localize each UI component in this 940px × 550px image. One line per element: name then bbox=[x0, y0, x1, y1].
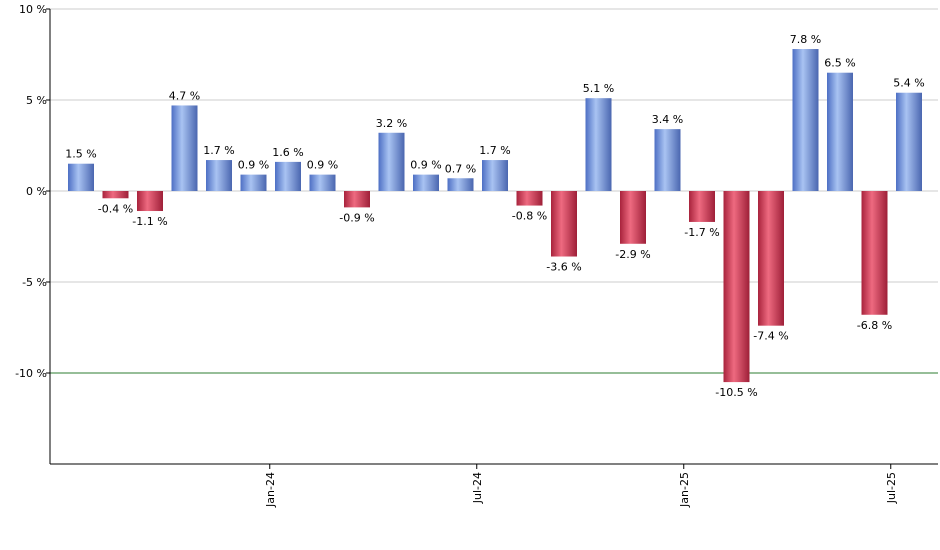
y-tick-label: -10 % bbox=[15, 367, 47, 380]
bar-positive bbox=[413, 174, 439, 191]
y-tick-label: -5 % bbox=[22, 276, 47, 289]
bar-negative bbox=[551, 191, 577, 257]
bar-positive bbox=[240, 174, 267, 191]
bar-positive bbox=[68, 163, 94, 191]
data-labels: 1.5 %-0.4 %-1.1 %4.7 %1.7 %0.9 %1.6 %0.9… bbox=[65, 33, 924, 399]
bars bbox=[68, 49, 922, 383]
bar-value-label: -3.6 % bbox=[546, 261, 581, 274]
bar-positive bbox=[309, 174, 336, 191]
bar-value-label: 1.7 % bbox=[479, 144, 510, 157]
bar-value-label: 0.7 % bbox=[445, 162, 476, 175]
bar-value-label: -7.4 % bbox=[753, 330, 788, 343]
bar-positive bbox=[585, 98, 612, 191]
bar-value-label: 7.8 % bbox=[790, 33, 821, 46]
bar-negative bbox=[723, 191, 750, 383]
bar-value-label: 4.7 % bbox=[169, 89, 200, 102]
bar-value-label: 1.5 % bbox=[65, 148, 96, 161]
bar-negative bbox=[344, 191, 370, 208]
bar-positive bbox=[654, 129, 681, 191]
bar-value-label: -0.9 % bbox=[339, 211, 374, 224]
y-tick-label: 5 % bbox=[26, 94, 47, 107]
bar-value-label: 0.9 % bbox=[410, 159, 441, 172]
y-tick-label: 10 % bbox=[19, 3, 47, 16]
bar-value-label: 0.9 % bbox=[307, 159, 338, 172]
bar-negative bbox=[758, 191, 784, 326]
bar-positive bbox=[792, 49, 819, 191]
bar-value-label: -1.7 % bbox=[684, 226, 719, 239]
axes: 10 % 5 % 0 % -5 % -10 % Jan-24 Jul-24 Jan-25 Jul… bbox=[15, 3, 938, 508]
bar-negative bbox=[102, 191, 129, 199]
bar-positive bbox=[447, 178, 474, 191]
bar-value-label: -0.4 % bbox=[98, 202, 133, 215]
x-tick-label: Jan-25 bbox=[678, 472, 691, 508]
bar-value-label: -0.8 % bbox=[512, 210, 547, 223]
bar-value-label: -2.9 % bbox=[615, 248, 650, 261]
x-tick-label: Jul-25 bbox=[885, 472, 898, 504]
bar-positive bbox=[171, 105, 198, 191]
bar-positive bbox=[896, 92, 922, 191]
bar-value-label: 3.2 % bbox=[376, 117, 407, 130]
bar-positive bbox=[206, 160, 232, 191]
bar-value-label: -6.8 % bbox=[857, 319, 892, 332]
bar-positive bbox=[827, 72, 853, 191]
y-tick-label: 0 % bbox=[26, 185, 47, 198]
bar-value-label: 1.6 % bbox=[272, 146, 303, 159]
bar-value-label: 5.4 % bbox=[893, 77, 924, 90]
bar-positive bbox=[275, 161, 301, 191]
bar-value-label: -1.1 % bbox=[132, 215, 167, 228]
bar-value-label: 3.4 % bbox=[652, 113, 683, 126]
bar-negative bbox=[861, 191, 888, 315]
bar-value-label: 1.7 % bbox=[203, 144, 234, 157]
bar-negative bbox=[516, 191, 543, 206]
x-tick-label: Jul-24 bbox=[471, 472, 484, 504]
bar-value-label: 0.9 % bbox=[238, 159, 269, 172]
bar-positive bbox=[482, 160, 508, 191]
bar-negative bbox=[137, 191, 163, 212]
bar-value-label: 6.5 % bbox=[824, 57, 855, 70]
bar-positive bbox=[378, 132, 405, 191]
bar-value-label: 5.1 % bbox=[583, 82, 614, 95]
bar-negative bbox=[620, 191, 646, 244]
x-tick-label: Jan-24 bbox=[264, 472, 277, 508]
bar-negative bbox=[689, 191, 715, 222]
bar-value-label: -10.5 % bbox=[715, 386, 757, 399]
